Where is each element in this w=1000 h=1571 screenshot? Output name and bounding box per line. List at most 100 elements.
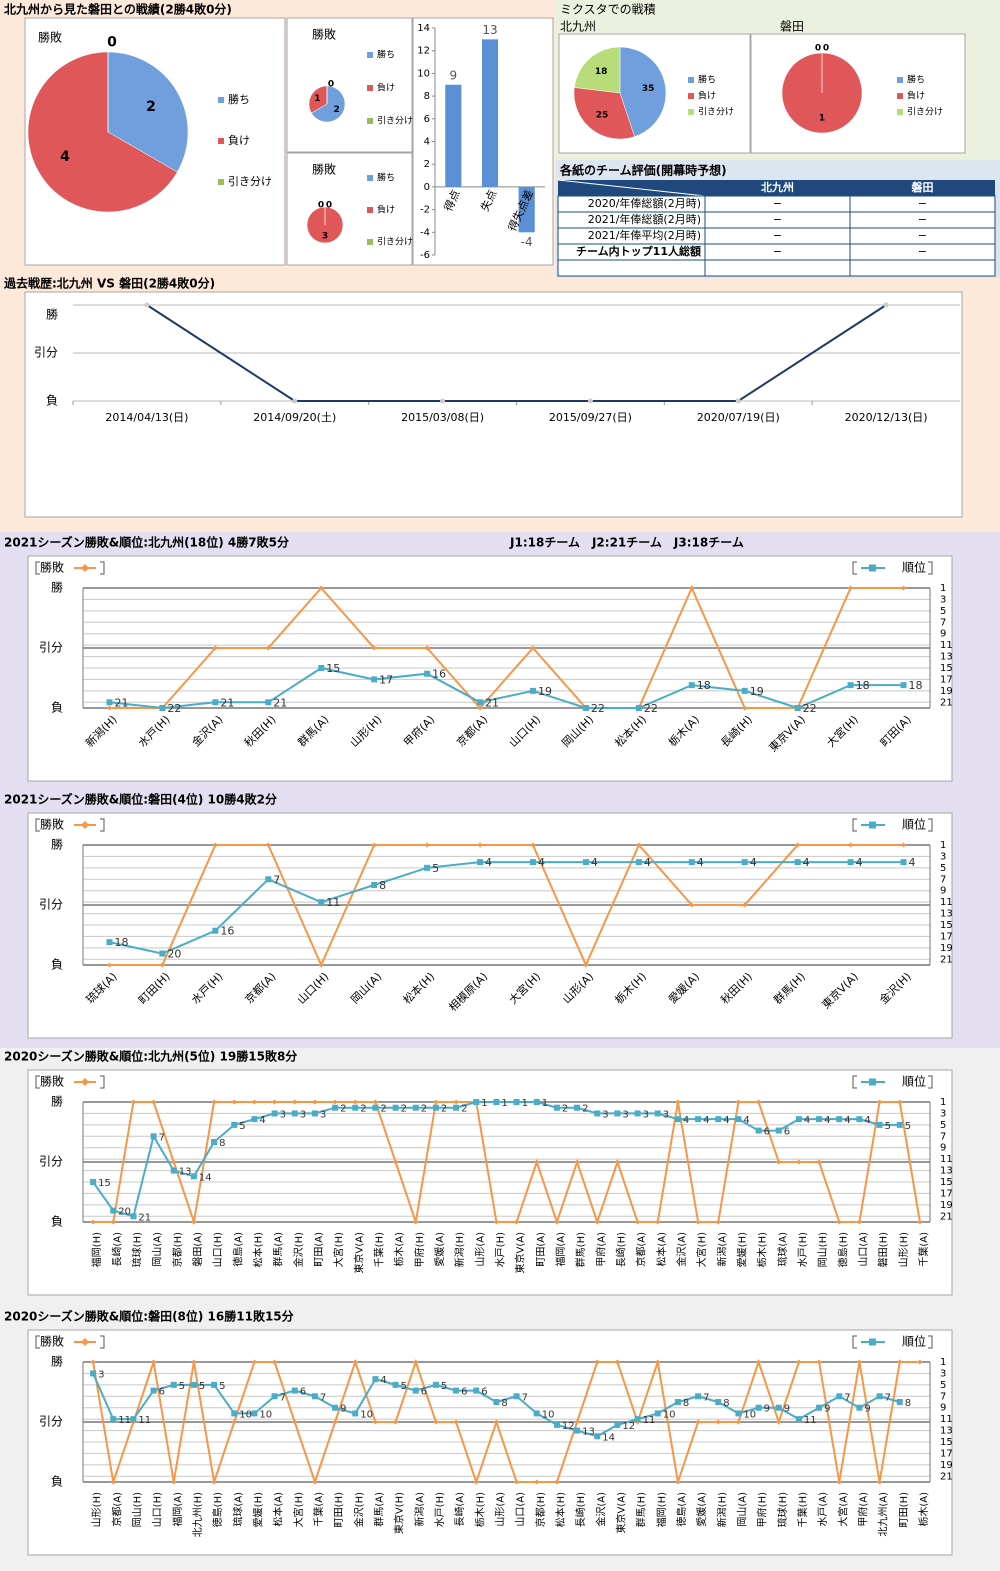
rank-point <box>847 859 854 866</box>
bracket <box>852 1335 933 1349</box>
result-point <box>675 1099 681 1105</box>
result-point <box>433 1099 439 1105</box>
rank-label: 7 <box>885 1392 891 1403</box>
rank-label: 21 <box>138 1212 151 1223</box>
result-point <box>514 1479 520 1485</box>
legend-swatch <box>367 52 373 58</box>
x-tick-label: 山口(H) <box>152 1492 164 1527</box>
x-tick-label: 甲府(H) <box>413 1232 426 1267</box>
x-tick-label: 水戸(H) <box>434 1492 446 1527</box>
result-point <box>424 842 430 848</box>
result-point <box>756 1099 762 1105</box>
slice-label: 1 <box>819 113 825 123</box>
y2-tick-label: 13 <box>940 909 953 920</box>
x-tick-label: 岡山(A) <box>152 1232 164 1267</box>
x-tick-label: 水戸(H) <box>494 1232 506 1267</box>
rank-point <box>529 687 536 694</box>
section-title: ミクスタでの戦積 <box>560 2 656 17</box>
rank-label: 2 <box>401 1104 407 1115</box>
rank-point <box>654 1110 661 1117</box>
slice-label: 25 <box>596 111 609 121</box>
rank-point <box>847 682 854 689</box>
x-tick-label: 水戸(H) <box>797 1232 809 1267</box>
point <box>587 398 593 404</box>
rank-label: 20 <box>118 1207 131 1218</box>
legend-label: 勝ち <box>698 74 716 86</box>
rank-point <box>582 705 589 711</box>
y2-tick-label: 21 <box>940 1211 953 1222</box>
x-tick-label: 甲府(A) <box>856 1492 869 1527</box>
result-point <box>776 1419 782 1425</box>
result-point <box>251 1359 257 1365</box>
rank-label: 3 <box>622 1109 628 1120</box>
rank-label: 2 <box>562 1104 568 1115</box>
legend-label: 勝敗 <box>40 560 64 575</box>
result-point <box>211 1479 217 1485</box>
x-tick-label: 金沢(A) <box>594 1492 607 1527</box>
rank-point <box>211 1139 218 1145</box>
y-tick-label: -4 <box>420 227 430 238</box>
rank-label: 2 <box>421 1104 427 1115</box>
rank-point <box>634 1416 641 1423</box>
rank-label: 10 <box>360 1409 373 1420</box>
x-tick-label: 2014/09/20(土) <box>253 411 336 424</box>
rank-point <box>614 1421 621 1428</box>
x-tick-label: 松本(A) <box>272 1492 285 1527</box>
result-point <box>877 1479 883 1485</box>
rank-label: 9 <box>864 1404 870 1415</box>
legend-marker <box>81 564 89 572</box>
rank-label: 8 <box>379 879 386 892</box>
result-point <box>877 1099 883 1105</box>
x-tick-label: 磐田(H) <box>877 1232 890 1267</box>
x-tick-label: 松本(H) <box>554 1492 567 1527</box>
rank-label: 5 <box>401 1381 407 1392</box>
rank-point <box>190 1173 197 1180</box>
x-tick-label: 町田(H) <box>334 1492 345 1527</box>
rank-point <box>795 1416 802 1423</box>
rank-point <box>332 1104 339 1111</box>
rank-point <box>90 1370 97 1377</box>
rank-point <box>654 1410 661 1417</box>
rank-point <box>371 676 378 683</box>
y-tick-label: 勝 <box>51 580 63 595</box>
y2-tick-label: 13 <box>940 652 953 663</box>
x-tick-label: 福岡(A) <box>171 1492 184 1527</box>
legend-swatch <box>688 93 694 99</box>
legend-marker <box>81 1078 89 1086</box>
rank-point <box>735 1410 742 1417</box>
slice-label: 18 <box>595 67 608 77</box>
result-point <box>393 1159 399 1165</box>
legend-label: 負け <box>698 90 716 102</box>
result-point <box>371 842 377 848</box>
result-point <box>776 1159 782 1165</box>
y2-tick-label: 19 <box>940 1200 953 1211</box>
slice-label: 2 <box>146 99 156 115</box>
y2-tick-label: 7 <box>940 1391 946 1402</box>
legend-label: 引き分け <box>907 107 943 118</box>
rank-label: 6 <box>784 1127 790 1138</box>
x-tick-label: 新潟(H) <box>715 1492 728 1527</box>
legend-label: 負け <box>228 134 250 147</box>
rank-label: 9 <box>824 1404 830 1415</box>
rank-line <box>109 666 904 710</box>
rank-point <box>352 1104 359 1111</box>
legend-label: 勝ち <box>228 92 250 106</box>
pie-slice <box>311 85 346 123</box>
rank-label: 2 <box>340 1104 346 1115</box>
rank-label: 22 <box>167 702 181 715</box>
rank-label: 14 <box>602 1432 615 1443</box>
x-tick-label: 徳島(A) <box>231 1232 244 1267</box>
result-point <box>897 1359 903 1365</box>
rank-label: 12 <box>562 1421 575 1432</box>
result-point <box>372 1099 378 1105</box>
result-point <box>292 1099 298 1105</box>
x-tick-label: 栃木(A) <box>393 1232 406 1267</box>
y2-tick-label: 5 <box>940 1380 946 1391</box>
rank-point <box>150 1387 157 1394</box>
bar <box>518 186 535 233</box>
x-tick-label: 新潟(A) <box>413 1492 426 1527</box>
legend-label: 順位 <box>902 1334 926 1349</box>
result-point <box>917 1219 923 1225</box>
x-tick-label: 甲府(H) <box>756 1492 769 1527</box>
rank-point <box>90 1179 97 1185</box>
